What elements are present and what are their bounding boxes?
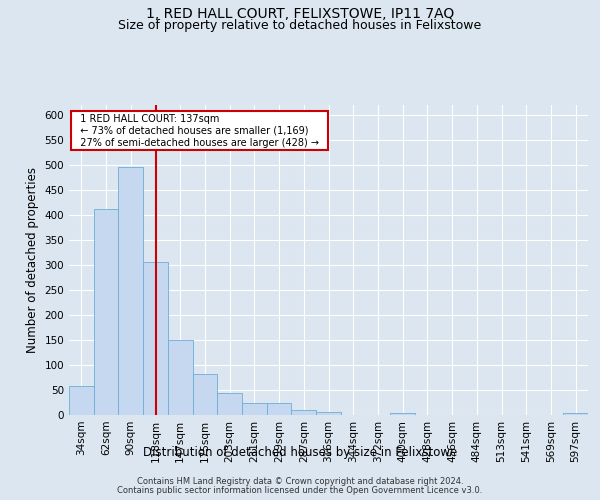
Bar <box>390 412 415 415</box>
Bar <box>118 167 143 415</box>
Bar <box>94 208 118 415</box>
Bar <box>563 412 588 415</box>
Bar <box>193 374 217 415</box>
Text: 1, RED HALL COURT, FELIXSTOWE, IP11 7AQ: 1, RED HALL COURT, FELIXSTOWE, IP11 7AQ <box>146 8 454 22</box>
Bar <box>217 392 242 415</box>
Text: Distribution of detached houses by size in Felixstowe: Distribution of detached houses by size … <box>143 446 457 459</box>
Y-axis label: Number of detached properties: Number of detached properties <box>26 167 39 353</box>
Text: Contains HM Land Registry data © Crown copyright and database right 2024.: Contains HM Land Registry data © Crown c… <box>137 477 463 486</box>
Bar <box>242 402 267 415</box>
Bar <box>143 262 168 415</box>
Text: Size of property relative to detached houses in Felixstowe: Size of property relative to detached ho… <box>118 18 482 32</box>
Bar <box>168 340 193 415</box>
Text: 1 RED HALL COURT: 137sqm  
  ← 73% of detached houses are smaller (1,169)  
  27: 1 RED HALL COURT: 137sqm ← 73% of detach… <box>74 114 325 148</box>
Bar <box>292 410 316 415</box>
Text: Contains public sector information licensed under the Open Government Licence v3: Contains public sector information licen… <box>118 486 482 495</box>
Bar <box>69 386 94 415</box>
Bar <box>316 412 341 415</box>
Bar <box>267 402 292 415</box>
